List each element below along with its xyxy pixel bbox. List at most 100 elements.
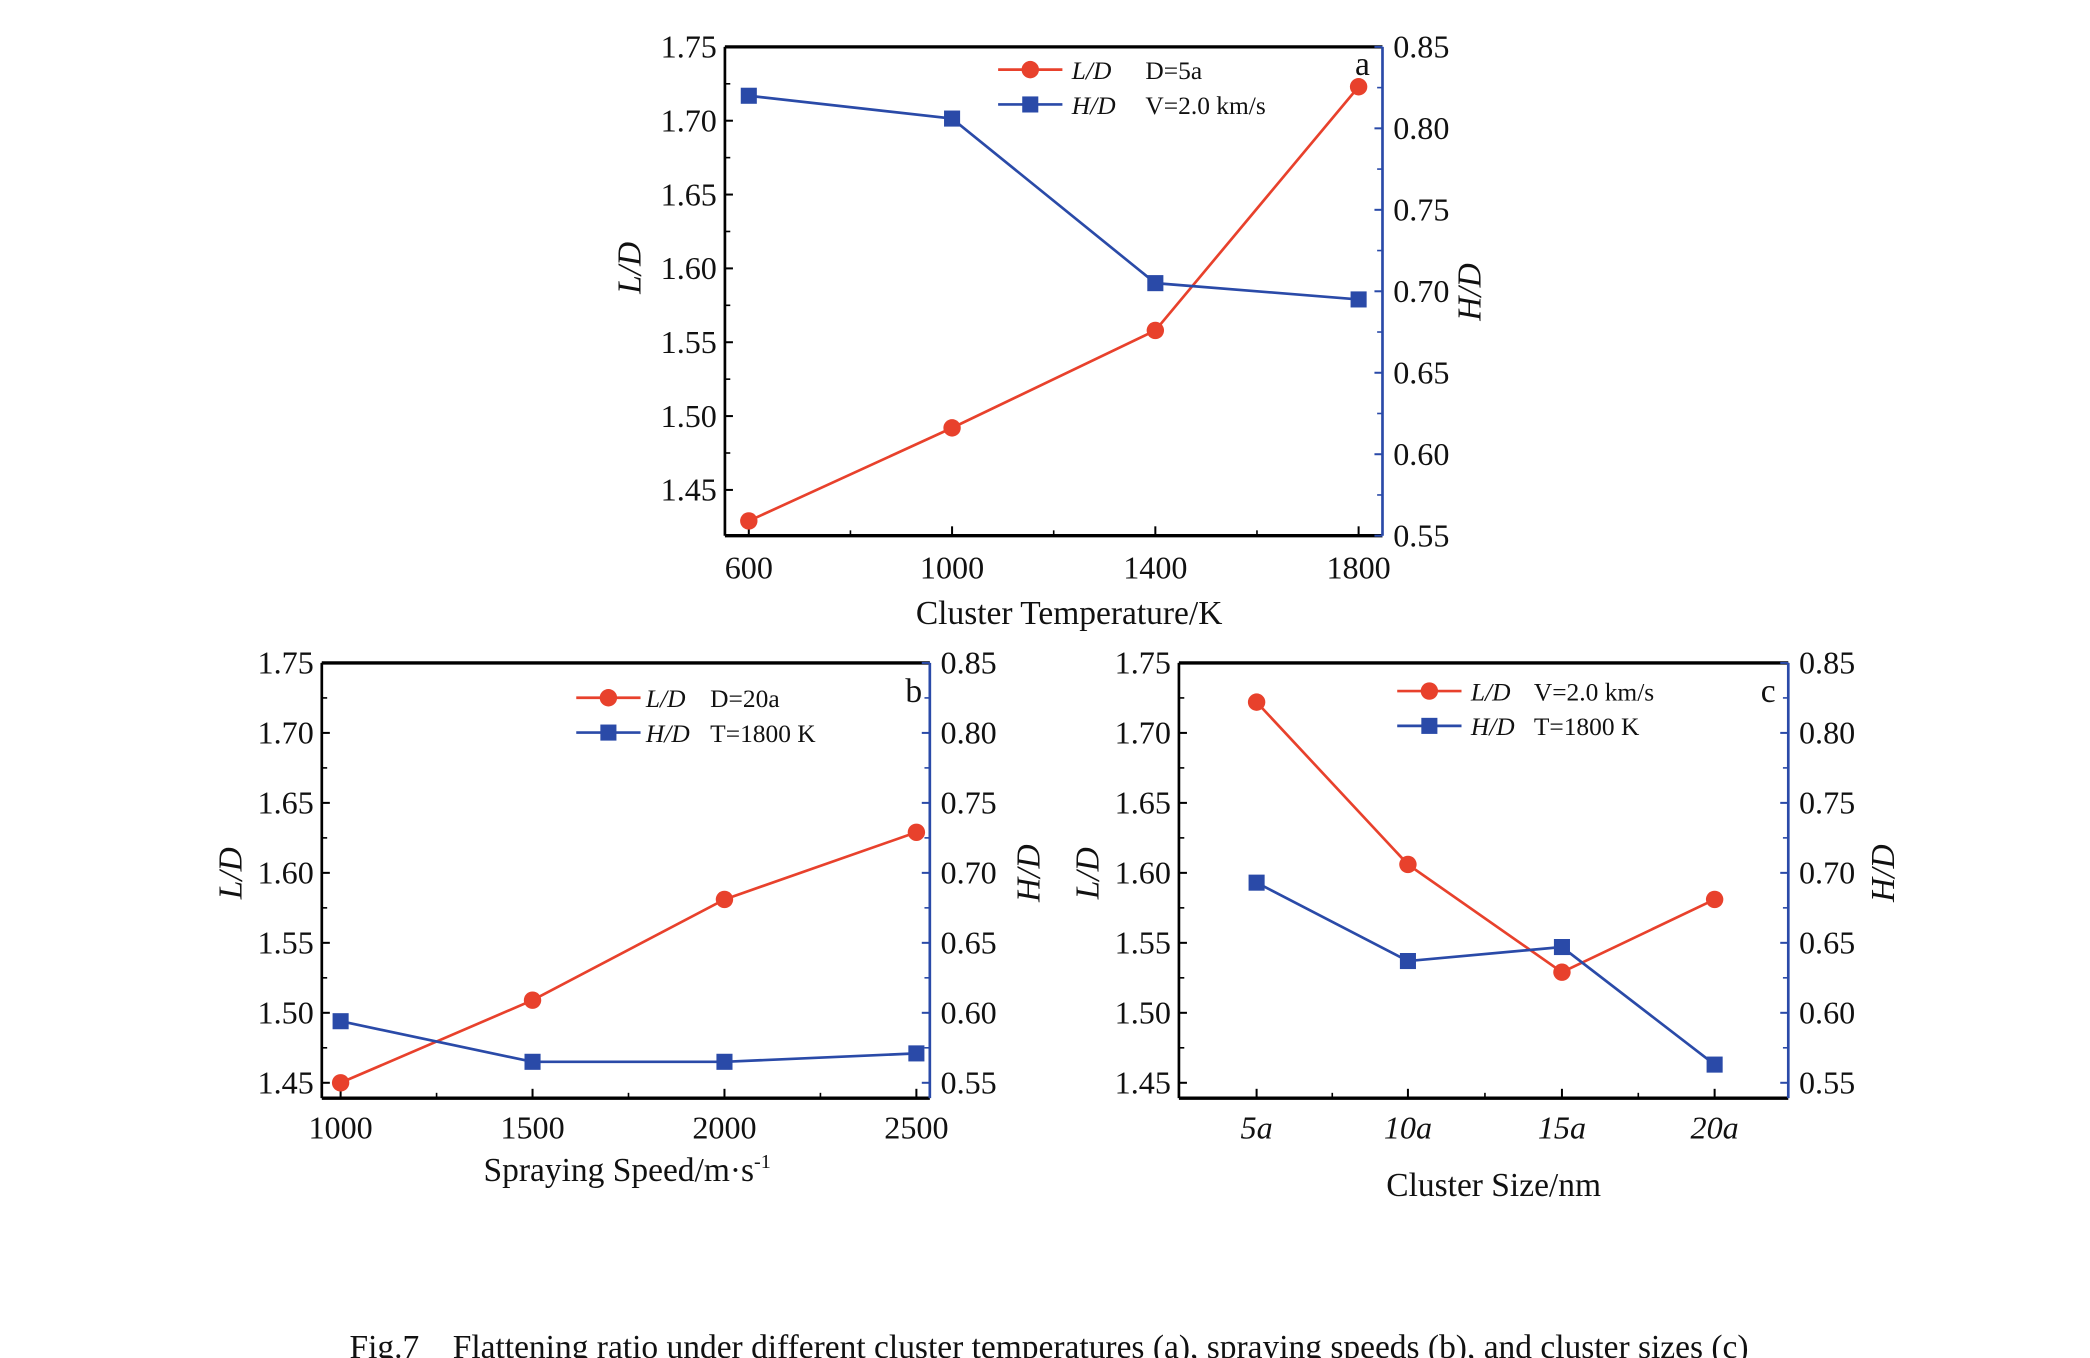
legend-series-condition: D=5a	[1145, 56, 1202, 85]
right-y-tick-label: 0.70	[1393, 273, 1449, 309]
hd-data-point	[1706, 1056, 1723, 1073]
ld-data-point	[1553, 963, 1571, 981]
x-tick-label: 1000	[920, 550, 984, 586]
ld-data-point	[1349, 78, 1368, 96]
x-axis-title: Spraying Speed/m·s-1	[484, 1151, 771, 1189]
x-tick-label: 20a	[1691, 1109, 1739, 1145]
left-y-tick-label: 1.65	[258, 785, 314, 821]
series-line-hd	[1255, 881, 1716, 1066]
right-y-tick-label: 0.80	[1799, 715, 1855, 751]
legend-series-condition: V=2.0 km/s	[1534, 677, 1654, 706]
ld-data-point	[943, 419, 961, 437]
right-y-tick-label: 0.65	[1799, 925, 1855, 961]
right-y-tick-label: 0.75	[1799, 785, 1855, 821]
right-y-tick-label: 0.65	[941, 925, 997, 961]
left-y-tick-label: 1.50	[258, 995, 314, 1031]
left-y-axis-title: L/D	[212, 847, 249, 900]
left-y-tick-label: 1.60	[1115, 855, 1171, 891]
legend-series-condition: V=2.0 km/s	[1145, 91, 1265, 120]
right-y-tick-label: 0.85	[1799, 645, 1855, 681]
legend-series-name: H/D	[1071, 91, 1116, 120]
left-y-tick-label: 1.55	[661, 324, 717, 360]
right-y-tick-label: 0.60	[1393, 436, 1449, 472]
ld-data-point	[1146, 321, 1165, 340]
ld-data-point	[331, 1074, 350, 1092]
x-tick-label: 2500	[884, 1109, 948, 1145]
ld-data-point	[523, 991, 542, 1009]
right-y-tick-label: 0.70	[941, 855, 997, 891]
legend-series-name: L/D	[1470, 677, 1511, 706]
panel-label: b	[905, 673, 922, 710]
legend-series-name: H/D	[1470, 712, 1515, 741]
ld-data-point	[740, 512, 758, 530]
legend-series-name: L/D	[1071, 56, 1112, 85]
x-tick-label: 1000	[308, 1109, 372, 1145]
right-y-tick-label: 0.60	[1799, 995, 1855, 1031]
left-y-tick-label: 1.75	[1115, 645, 1171, 681]
chart-a: 1.45 1.50 1.55 1.60 1.65 1.70 1.75 0.55 0.60 0.65…	[612, 29, 1489, 633]
left-y-tick-label: 1.70	[661, 102, 717, 138]
left-y-tick-label: 1.50	[1115, 995, 1171, 1031]
figure-caption: Fig.7 Flattening ratio under different c…	[349, 1329, 1748, 1358]
chart-c: 1.45 1.50 1.55 1.60 1.65 1.70 1.75 0.55 0.60 0.65…	[1070, 645, 1903, 1204]
legend-series-name: L/D	[645, 684, 686, 713]
legend-series-condition: T=1800 K	[1534, 712, 1640, 741]
ld-data-point	[1705, 890, 1724, 909]
series-line-hd	[748, 94, 1359, 301]
left-y-tick-label: 1.50	[661, 398, 717, 434]
hd-data-point	[944, 110, 961, 127]
x-tick-label: 15a	[1538, 1109, 1586, 1145]
ld-data-point	[715, 890, 734, 909]
hd-data-point	[332, 1013, 349, 1030]
panel-label: a	[1355, 46, 1370, 83]
right-y-tick-label: 0.55	[941, 1065, 997, 1101]
legend-square-marker	[600, 724, 617, 741]
left-y-tick-label: 1.55	[1115, 925, 1171, 961]
left-y-tick-label: 1.60	[661, 250, 717, 286]
left-y-tick-label: 1.75	[661, 29, 717, 65]
x-axis-title: Cluster Temperature/K	[916, 595, 1223, 632]
hd-data-point	[1553, 938, 1570, 956]
legend-square-marker	[1022, 96, 1039, 113]
legend-series-name: H/D	[645, 719, 690, 748]
legend-series-condition: T=1800 K	[710, 719, 816, 748]
hd-data-point	[524, 1053, 541, 1070]
right-y-axis-title: H/D	[1451, 263, 1488, 322]
left-y-tick-label: 1.75	[258, 645, 314, 681]
x-axis-title-superscript: -1	[754, 1151, 771, 1173]
series-line-ld	[748, 85, 1360, 523]
right-y-tick-label: 0.55	[1393, 517, 1449, 553]
left-y-tick-label: 1.70	[258, 715, 314, 751]
legend-circle-marker	[1420, 682, 1439, 700]
x-tick-label: 10a	[1384, 1109, 1432, 1145]
ld-data-point	[1399, 855, 1417, 874]
x-axis-title-text: Spraying Speed/m·s	[484, 1152, 755, 1189]
x-tick-label: 2000	[692, 1109, 756, 1145]
left-y-tick-label: 1.70	[1115, 715, 1171, 751]
x-axis-title: Cluster Size/nm	[1386, 1167, 1601, 1204]
hd-data-point	[1248, 874, 1265, 891]
legend-circle-marker	[1021, 60, 1039, 79]
left-y-tick-label: 1.45	[1115, 1065, 1171, 1101]
right-y-tick-label: 0.55	[1799, 1065, 1855, 1101]
left-y-tick-label: 1.60	[258, 855, 314, 891]
hd-data-point	[740, 87, 757, 104]
x-tick-label: 1500	[500, 1109, 564, 1145]
left-y-axis-title: L/D	[612, 242, 649, 295]
hd-data-point	[1147, 275, 1164, 292]
left-y-axis-title: L/D	[1070, 847, 1107, 900]
series-line-hd	[340, 1019, 917, 1064]
right-y-tick-label: 0.70	[1799, 855, 1855, 891]
series-line-ld	[340, 831, 917, 1085]
right-y-tick-label: 0.65	[1393, 354, 1449, 390]
x-axis-title-text: Cluster Temperature/K	[916, 595, 1223, 632]
series-line-ld	[1255, 701, 1716, 974]
x-axis-title-text: Cluster Size/nm	[1386, 1167, 1601, 1204]
ld-data-point	[907, 823, 926, 841]
left-y-tick-label: 1.45	[258, 1065, 314, 1101]
legend-square-marker	[1421, 717, 1438, 734]
right-y-tick-label: 0.80	[1393, 110, 1449, 146]
right-y-axis-title: H/D	[1865, 844, 1902, 903]
right-y-tick-label: 0.75	[1393, 192, 1449, 228]
